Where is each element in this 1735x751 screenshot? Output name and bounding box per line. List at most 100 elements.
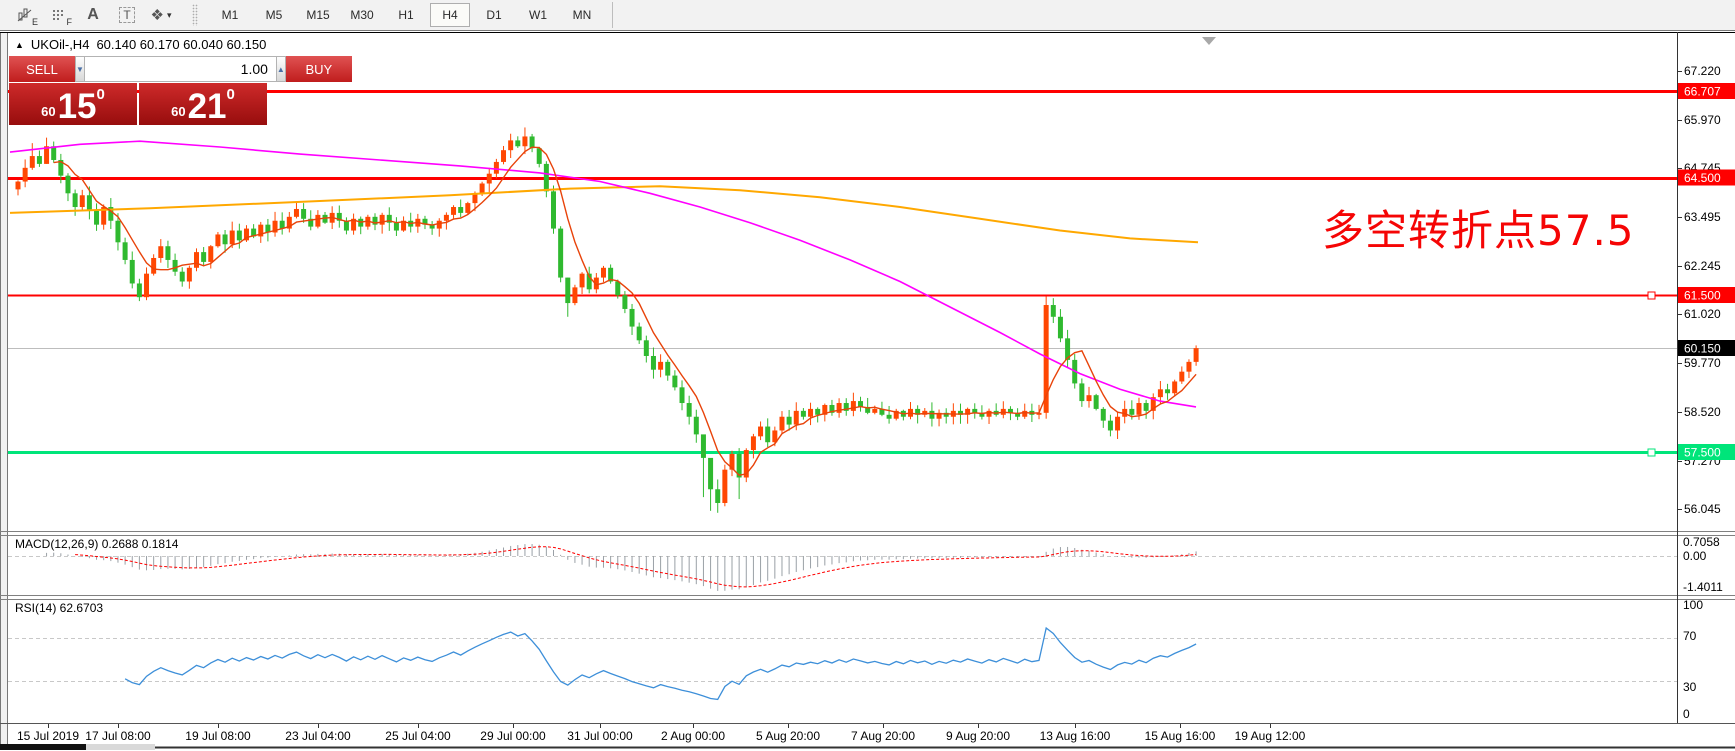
macd-signal-line xyxy=(75,546,1197,588)
time-axis-label: 2 Aug 00:00 xyxy=(661,729,725,743)
macd-indicator-label: MACD(12,26,9) 0.2688 0.1814 xyxy=(15,537,179,551)
volume-decrease-button[interactable]: ▼ xyxy=(75,56,85,82)
icon-sub-label: F xyxy=(66,17,73,27)
window-left-frame xyxy=(0,32,8,745)
text-box-icon[interactable]: T xyxy=(112,3,142,27)
scrollbar-thumb xyxy=(86,744,155,750)
time-axis-label: 13 Aug 16:00 xyxy=(1040,729,1111,743)
ma-fast-line xyxy=(53,146,1197,476)
price-axis-label: 58.520 xyxy=(1684,405,1721,419)
scrollbar-track-dark xyxy=(0,744,86,750)
ma-slow-line xyxy=(9,185,1199,244)
sell-price[interactable]: 60 15 0 xyxy=(9,83,137,125)
buy-price-pips: 21 xyxy=(187,87,227,126)
rsi-axis-label: 70 xyxy=(1683,629,1697,643)
shapes-arrange-icon[interactable]: ❖ ▾ xyxy=(150,7,172,24)
time-axis-label: 19 Jul 08:00 xyxy=(185,729,251,743)
collapse-arrow-icon[interactable]: ▲ xyxy=(15,39,24,50)
price-level-chip-text: 57.500 xyxy=(1684,446,1721,460)
timeframe-bar: M1 M5 M15 M30 H1 H4 D1 W1 MN xyxy=(208,3,604,27)
time-axis-label: 9 Aug 20:00 xyxy=(946,729,1010,743)
pane-separator xyxy=(0,595,1735,596)
price-level-chip xyxy=(1678,287,1735,304)
time-axis-label: 7 Aug 20:00 xyxy=(851,729,915,743)
price-level-chip-text: 66.707 xyxy=(1684,85,1721,99)
one-click-trading-panel: SELL ▼ ▲ BUY 60 15 0 60 21 0 xyxy=(9,56,352,125)
price-axis-label: 65.970 xyxy=(1684,113,1721,127)
candle-sketch-icon xyxy=(17,8,31,21)
toolbar-separator xyxy=(612,2,613,28)
grid-template-icon[interactable]: F xyxy=(44,3,74,27)
time-axis-label: 15 Jul 2019 xyxy=(17,729,79,743)
pane-separator xyxy=(0,599,1735,600)
timeframe-button-H4[interactable]: H4 xyxy=(430,3,470,27)
price-axis-label: 59.770 xyxy=(1684,356,1721,370)
time-axis-label: 19 Aug 12:00 xyxy=(1235,729,1306,743)
indicators-icon[interactable]: E xyxy=(10,3,40,27)
sell-price-major: 60 xyxy=(41,104,56,119)
price-axis-label: 67.220 xyxy=(1684,64,1721,78)
symbol-ohlc: 60.140 60.170 60.040 60.150 xyxy=(96,37,267,52)
price-level-chip-text: 60.150 xyxy=(1684,342,1721,356)
rsi-indicator-label: RSI(14) 62.6703 xyxy=(15,601,104,615)
timeframe-button-D1[interactable]: D1 xyxy=(486,8,502,22)
price-level-chip xyxy=(1678,444,1735,461)
timeframe-button-M1[interactable]: M1 xyxy=(221,8,239,22)
timeframe-button-M15[interactable]: M15 xyxy=(306,8,330,22)
sell-price-pips: 15 xyxy=(57,87,97,126)
macd-axis-label: 0.7058 xyxy=(1683,535,1720,549)
time-axis-label: 17 Jul 08:00 xyxy=(85,729,151,743)
buy-price[interactable]: 60 21 0 xyxy=(139,83,267,125)
rsi-axis-label: 0 xyxy=(1683,707,1690,721)
dot-grid-icon xyxy=(52,9,63,20)
price-level-chip xyxy=(1678,169,1735,186)
sell-price-point: 0 xyxy=(96,86,105,103)
chevron-down-icon: ▾ xyxy=(166,9,172,20)
buy-price-major: 60 xyxy=(171,104,186,119)
price-level-chip xyxy=(1678,340,1735,357)
price-axis-label: 56.045 xyxy=(1684,502,1721,516)
timeframe-button-M30[interactable]: M30 xyxy=(350,8,374,22)
pane-separator xyxy=(0,535,1735,536)
price-axis-label: 61.020 xyxy=(1684,307,1721,321)
toolbar-drag-handle[interactable] xyxy=(192,4,198,26)
timeframe-button-W1[interactable]: W1 xyxy=(529,8,547,22)
price-axis-label: 62.245 xyxy=(1684,259,1721,273)
rsi-axis-label: 30 xyxy=(1683,680,1697,694)
rsi-axis-label: 100 xyxy=(1683,598,1703,612)
macd-axis-label: -1.4011 xyxy=(1683,580,1723,594)
level-handle xyxy=(1647,291,1656,300)
buy-button[interactable]: BUY xyxy=(285,56,352,82)
price-axis-label: 63.495 xyxy=(1684,210,1721,224)
macd-axis-label: 0.00 xyxy=(1683,549,1707,563)
price-level-chip-text: 64.500 xyxy=(1684,171,1721,185)
macd-histogram xyxy=(46,543,1197,591)
chart-annotation-text: 多空转折点57.5 xyxy=(1322,206,1635,255)
time-axis-label: 31 Jul 00:00 xyxy=(567,729,633,743)
symbol-info-bar: ▲ UKOil-,H4 60.140 60.170 60.040 60.150 xyxy=(15,37,266,52)
pane-separator xyxy=(0,531,1735,532)
time-axis-label: 29 Jul 00:00 xyxy=(480,729,546,743)
volume-input[interactable] xyxy=(84,56,276,82)
price-level-chip xyxy=(1678,83,1735,100)
symbol-name: UKOil-,H4 xyxy=(30,37,90,52)
timeframe-button-MN[interactable]: MN xyxy=(572,8,592,22)
time-axis-label: 5 Aug 20:00 xyxy=(756,729,820,743)
time-axis-label: 25 Jul 04:00 xyxy=(385,729,451,743)
volume-increase-button[interactable]: ▲ xyxy=(275,56,286,82)
time-axis-label: 15 Aug 16:00 xyxy=(1145,729,1216,743)
level-handle xyxy=(1647,448,1656,457)
buy-price-point: 0 xyxy=(226,86,235,103)
time-axis-label: 23 Jul 04:00 xyxy=(285,729,351,743)
ma-mid-line xyxy=(9,140,1197,408)
icon-sub-label: E xyxy=(31,17,38,27)
text-label-icon[interactable]: A xyxy=(87,6,99,23)
bar-shift-marker xyxy=(1202,37,1216,45)
toolbar: E F A T ❖ ▾ M1 M5 M15 M30 H1 H4 D1 W1 MN xyxy=(0,0,1735,31)
timeframe-button-M5[interactable]: M5 xyxy=(265,8,283,22)
timeframe-button-H1[interactable]: H1 xyxy=(398,8,414,22)
sell-button[interactable]: SELL xyxy=(9,56,75,82)
rsi-line xyxy=(124,626,1197,701)
